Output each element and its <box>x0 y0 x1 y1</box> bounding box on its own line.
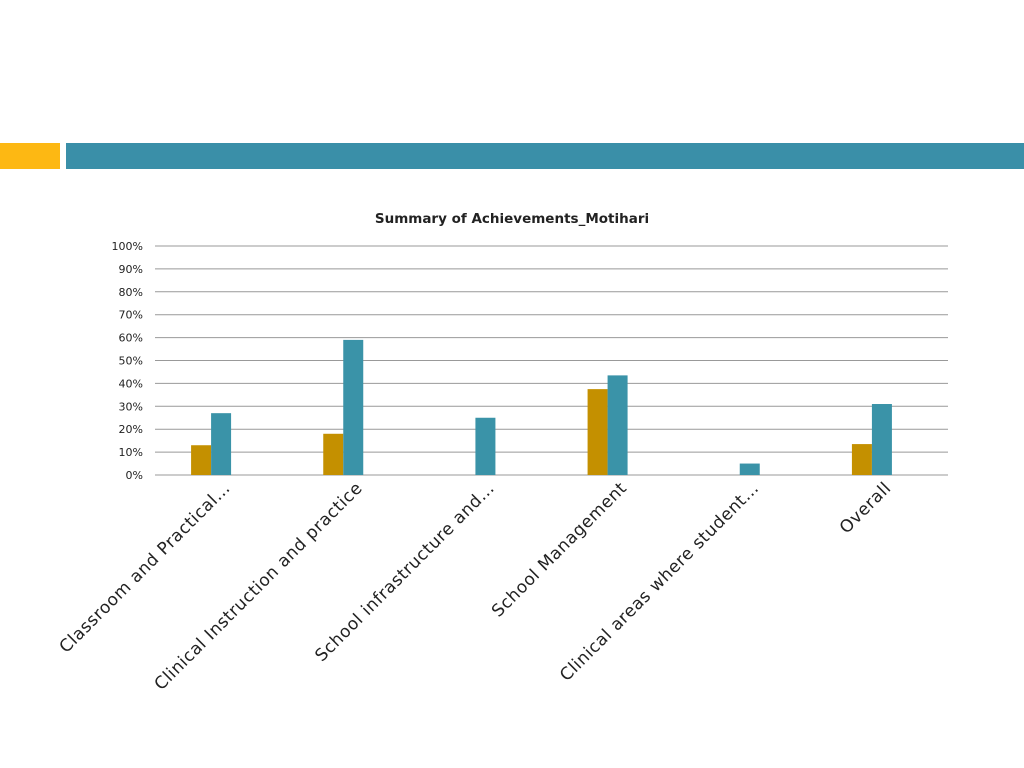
y-tick-label: 70% <box>119 309 143 322</box>
y-tick-label: 50% <box>119 355 143 368</box>
header-accent-bar <box>66 143 1024 169</box>
y-tick-label: 0% <box>126 469 143 482</box>
x-tick-label: Clinical Instruction and practice <box>151 478 367 694</box>
bar <box>871 404 892 475</box>
y-tick-label: 80% <box>119 286 143 299</box>
x-tick-label: School Management <box>488 478 631 621</box>
bar <box>191 445 212 475</box>
bar <box>211 413 232 475</box>
bar <box>323 433 344 475</box>
x-axis-labels: Classroom and Practical…Clinical Instruc… <box>56 478 896 694</box>
y-tick-label: 60% <box>119 332 143 345</box>
bar <box>343 339 364 475</box>
y-tick-label: 10% <box>119 446 143 459</box>
y-tick-label: 90% <box>119 263 143 276</box>
bar <box>851 444 872 475</box>
bar <box>739 463 760 475</box>
chart-title: Summary of Achievements_Motihari <box>375 211 649 227</box>
y-tick-label: 20% <box>119 423 143 436</box>
bar <box>475 417 496 475</box>
y-tick-label: 100% <box>112 240 143 253</box>
bar <box>587 389 608 475</box>
chart-bars <box>191 339 892 475</box>
bar <box>607 375 628 475</box>
y-tick-label: 30% <box>119 400 143 413</box>
chart-gridlines <box>155 245 948 476</box>
header-accent-block <box>0 143 60 169</box>
x-tick-label: Overall <box>836 478 896 538</box>
y-axis-ticks: 0% 10% 20% 30% 40% 50% 60% 70% 80% 90% 100% <box>112 240 143 482</box>
y-tick-label: 40% <box>119 377 143 390</box>
